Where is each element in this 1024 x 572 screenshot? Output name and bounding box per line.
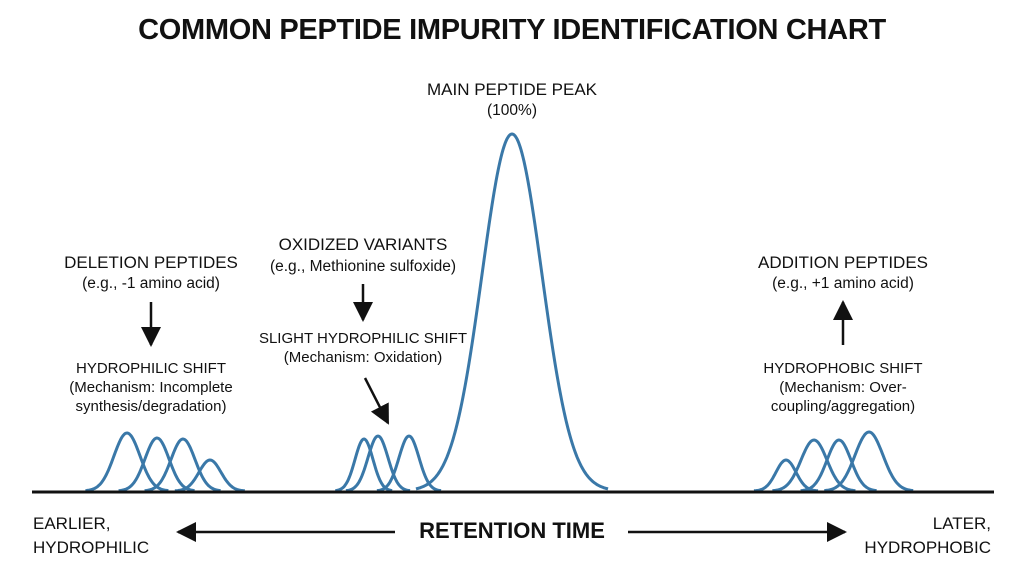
- deletion-peak-1: [84, 431, 169, 493]
- addition-peptides-label: ADDITION PEPTIDES: [757, 253, 929, 272]
- chart-title: COMMON PEPTIDE IMPURITY IDENTIFICATION C…: [138, 14, 886, 46]
- deletion-peak-3: [144, 437, 222, 493]
- axis-left-line2: HYDROPHILIC: [33, 538, 150, 557]
- addition-peak-2: [771, 438, 856, 493]
- retention-time-label: RETENTION TIME: [419, 518, 605, 543]
- deletion-peak-2: [118, 436, 196, 493]
- axis-right-line1: LATER,: [932, 514, 991, 533]
- addition-mechanism-line2: coupling/aggregation): [770, 398, 916, 415]
- oxidized-variants-label: OXIDIZED VARIANTS: [278, 235, 448, 254]
- peaks-group: [84, 132, 914, 493]
- addition-peak-3: [800, 438, 878, 493]
- deletion-peptides-label: DELETION PEPTIDES: [64, 253, 238, 272]
- deletion-mechanism-line1: (Mechanism: Incomplete: [69, 379, 233, 396]
- addition-mechanism-line1: (Mechanism: Over-: [779, 379, 907, 396]
- oxidized-peak-1: [334, 437, 393, 493]
- main-peak-label: MAIN PEPTIDE PEAK: [426, 80, 598, 99]
- axis-left-line1: EARLIER,: [33, 514, 111, 533]
- addition-peptides-example: (e.g., +1 amino acid): [772, 275, 914, 292]
- addition-peak-4: [823, 430, 914, 493]
- deletion-peptides-example: (e.g., -1 amino acid): [82, 275, 220, 292]
- deletion-mechanism-line2: synthesis/degradation): [75, 398, 227, 415]
- addition-shift-label: HYDROPHOBIC SHIFT: [763, 360, 923, 377]
- main-peptide-peak: [415, 132, 609, 491]
- oxidized-peak-2: [345, 434, 411, 493]
- oxidized-shift-label: SLIGHT HYDROPHILIC SHIFT: [258, 330, 468, 347]
- oxidized-variants-example: (e.g., Methionine sulfoxide): [269, 258, 457, 275]
- oxidized-mechanism: (Mechanism: Oxidation): [283, 349, 443, 366]
- oxidized-peak-3: [376, 434, 442, 493]
- oxidized-shift-arrow: [363, 377, 390, 425]
- axis-right-line2: HYDROPHOBIC: [864, 538, 991, 557]
- deletion-peak-4: [174, 458, 246, 493]
- main-peak-value: (100%): [487, 102, 537, 119]
- deletion-shift-label: HYDROPHILIC SHIFT: [75, 360, 226, 377]
